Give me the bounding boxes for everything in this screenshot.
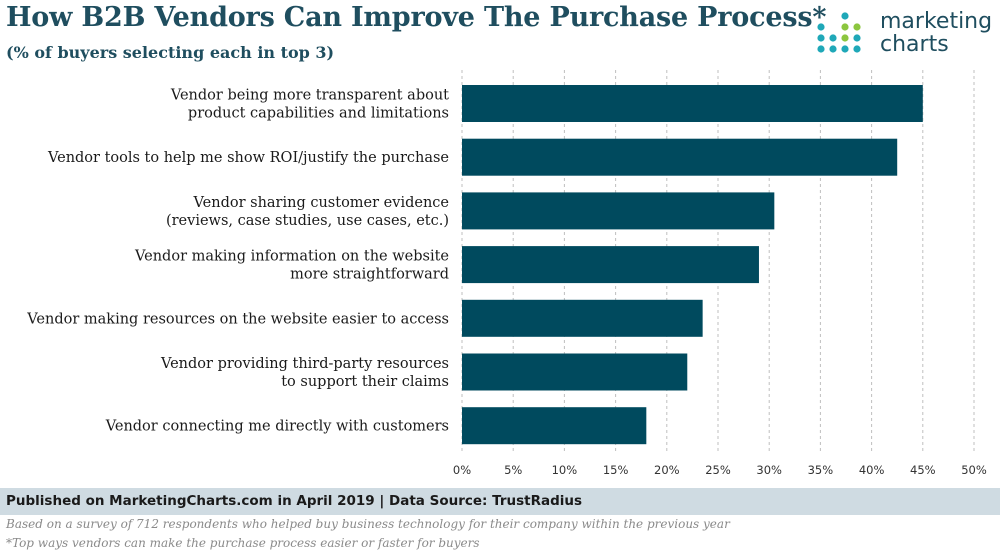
x-tick-label: 40% (859, 463, 885, 477)
logo-dot (853, 45, 861, 53)
category-label: Vendor being more transparent about (170, 88, 449, 104)
logo-dot (829, 34, 837, 42)
category-label: product capabilities and limitations (188, 106, 449, 122)
logo-text: marketing charts (880, 10, 992, 56)
category-labels: Vendor being more transparent about produ… (26, 88, 449, 435)
bar (462, 138, 898, 176)
footer-band (0, 488, 1000, 515)
category-label: Vendor connecting me directly with custo… (105, 419, 449, 435)
logo-dot (853, 23, 861, 31)
x-tick-label: 15% (603, 463, 629, 477)
dot-grid-logo-icon (817, 12, 861, 53)
bar (462, 192, 775, 230)
x-tick-label: 0% (453, 463, 471, 477)
category-label: Vendor providing third-party resources (160, 356, 449, 372)
bar (462, 299, 703, 337)
x-tick-label: 10% (552, 463, 578, 477)
logo-dot (841, 34, 849, 42)
logo-dot (841, 23, 849, 31)
logo-dot (817, 45, 825, 53)
category-label: Vendor sharing customer evidence (193, 195, 449, 211)
bar (462, 85, 923, 122)
bar (462, 353, 688, 391)
chart-title: How B2B Vendors Can Improve The Purchase… (6, 2, 827, 33)
bar-chart: Vendor being more transparent about produ… (26, 70, 987, 477)
category-label: (reviews, case studies, use cases, etc.) (166, 213, 449, 229)
category-label: to support their claims (281, 374, 449, 390)
logo-dot (817, 34, 825, 42)
x-tick-label: 20% (654, 463, 680, 477)
category-label: Vendor tools to help me show ROI/justify… (47, 150, 449, 166)
x-tick-label: 45% (910, 463, 936, 477)
footer-survey-note: Based on a survey of 712 respondents who… (6, 517, 730, 531)
logo-dot (853, 34, 861, 42)
footer-published-source: Published on MarketingCharts.com in Apri… (6, 493, 583, 509)
bar (462, 407, 647, 445)
footer-footnote: *Top ways vendors can make the purchase … (6, 536, 480, 550)
logo-dot (841, 45, 849, 53)
category-label: Vendor making resources on the website e… (26, 311, 449, 327)
logo-dot (841, 12, 849, 20)
chart-subtitle: (% of buyers selecting each in top 3) (6, 43, 335, 62)
x-tick-label: 50% (961, 463, 987, 477)
marketingcharts-logo: marketing charts (816, 10, 1000, 60)
bar (462, 246, 759, 284)
category-label: Vendor making information on the website (134, 249, 449, 265)
x-tick-label: 5% (504, 463, 522, 477)
logo-dot (829, 45, 837, 53)
category-label: more straightforward (290, 267, 449, 283)
logo-dot (817, 23, 825, 31)
bars (462, 85, 923, 445)
x-tick-label: 30% (756, 463, 782, 477)
x-axis-tick-labels: 0% 5% 10% 15% 20% 25% 30% 35% 40% 45% 50% (453, 463, 987, 477)
logo-text-line2: charts (880, 32, 949, 57)
x-tick-label: 35% (808, 463, 834, 477)
x-tick-label: 25% (705, 463, 731, 477)
logo-text-line1: marketing (880, 9, 993, 34)
